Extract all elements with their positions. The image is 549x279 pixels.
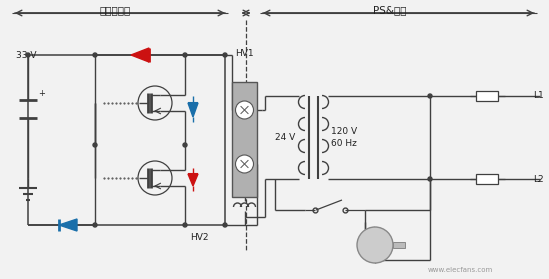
- Circle shape: [236, 155, 254, 173]
- Circle shape: [223, 53, 227, 57]
- Text: 固态继电器: 固态继电器: [99, 5, 131, 15]
- Text: L1: L1: [533, 92, 544, 100]
- Text: HV1: HV1: [235, 49, 254, 57]
- Circle shape: [223, 223, 227, 227]
- Circle shape: [183, 223, 187, 227]
- Circle shape: [236, 101, 254, 119]
- Circle shape: [428, 94, 432, 98]
- Text: +: +: [38, 88, 45, 97]
- Text: PS&负荷: PS&负荷: [373, 5, 407, 15]
- Circle shape: [357, 227, 393, 263]
- Text: L2: L2: [533, 174, 544, 184]
- Bar: [393, 242, 405, 248]
- Polygon shape: [131, 48, 149, 62]
- Circle shape: [428, 177, 432, 181]
- Circle shape: [183, 53, 187, 57]
- Polygon shape: [188, 103, 198, 117]
- Bar: [476, 91, 498, 101]
- Circle shape: [183, 143, 187, 147]
- Bar: [232, 82, 257, 197]
- Polygon shape: [188, 174, 198, 186]
- Polygon shape: [59, 219, 77, 231]
- Circle shape: [93, 143, 97, 147]
- Circle shape: [26, 53, 30, 57]
- Text: 120 V: 120 V: [331, 126, 357, 136]
- Circle shape: [93, 53, 97, 57]
- Text: 33 V: 33 V: [16, 50, 36, 59]
- Text: 24 V: 24 V: [275, 133, 295, 141]
- Circle shape: [93, 223, 97, 227]
- Bar: [476, 174, 498, 184]
- Text: HV2: HV2: [190, 232, 209, 242]
- Text: 60 Hz: 60 Hz: [331, 140, 357, 148]
- Text: www.elecfans.com: www.elecfans.com: [427, 267, 492, 273]
